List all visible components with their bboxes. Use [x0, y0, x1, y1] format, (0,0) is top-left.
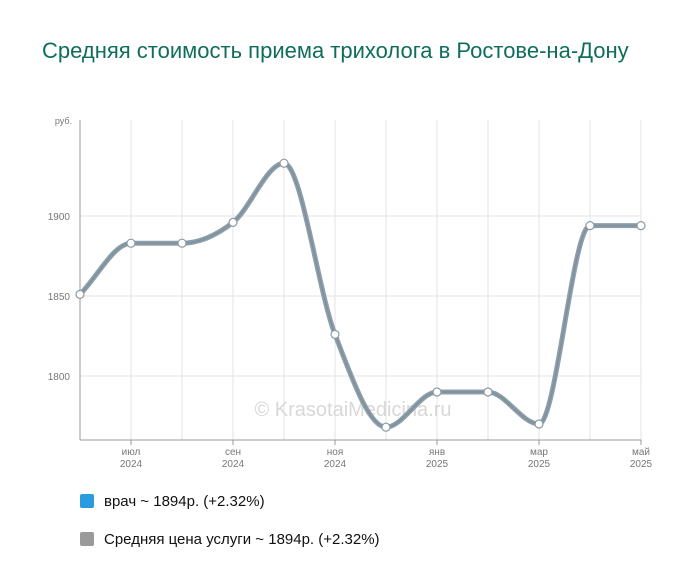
data-point: [75, 289, 85, 299]
series-layer: [77, 160, 644, 430]
x-tick-label-month: янв: [429, 447, 445, 458]
data-point: [381, 422, 391, 432]
data-point: [126, 238, 136, 248]
grid: [79, 120, 642, 440]
x-tick-label-year: 2025: [528, 459, 551, 470]
y-tick-label: 1800: [48, 372, 71, 383]
data-point: [330, 329, 340, 339]
legend: врач ~ 1894р. (+2.32%) Средняя цена услу…: [80, 488, 380, 564]
series-line-average: [77, 160, 644, 430]
legend-item-doctor[interactable]: врач ~ 1894р. (+2.32%): [80, 488, 380, 514]
legend-swatch-average: [80, 532, 94, 546]
x-tick-label-month: ноя: [327, 447, 344, 458]
data-point: [177, 238, 187, 248]
y-tick-label: 1850: [48, 292, 71, 303]
data-point: [432, 387, 442, 397]
legend-item-average[interactable]: Средняя цена услуги ~ 1894р. (+2.32%): [80, 526, 380, 552]
y-tick-label: 1900: [48, 212, 71, 223]
data-point: [534, 419, 544, 429]
x-tick-label-year: 2025: [426, 459, 449, 470]
data-point: [279, 158, 289, 168]
data-point: [228, 217, 238, 227]
x-tick-label-year: 2024: [120, 459, 143, 470]
x-tick-label-year: 2024: [324, 459, 347, 470]
data-point: [585, 221, 595, 231]
legend-swatch-doctor: [80, 494, 94, 508]
data-point: [636, 221, 646, 231]
legend-label-doctor: врач ~ 1894р. (+2.32%): [104, 492, 265, 510]
x-tick-label-month: сен: [225, 447, 241, 458]
x-tick-label-month: июл: [122, 447, 141, 458]
x-tick-label-year: 2024: [222, 459, 245, 470]
chart-title: Средняя стоимость приема трихолога в Рос…: [42, 38, 629, 63]
data-point: [483, 387, 493, 397]
legend-label-average: Средняя цена услуги ~ 1894р. (+2.32%): [104, 530, 380, 548]
points-layer: [75, 158, 646, 432]
x-tick-label-year: 2025: [630, 459, 653, 470]
x-tick-label-month: май: [632, 447, 650, 458]
x-tick-label-month: мар: [530, 447, 548, 458]
series-line-doctor: [79, 162, 642, 429]
y-axis-unit-label: руб.: [55, 116, 72, 126]
axes: 180018501900руб.июл2024сен2024ноя2024янв…: [48, 116, 653, 470]
